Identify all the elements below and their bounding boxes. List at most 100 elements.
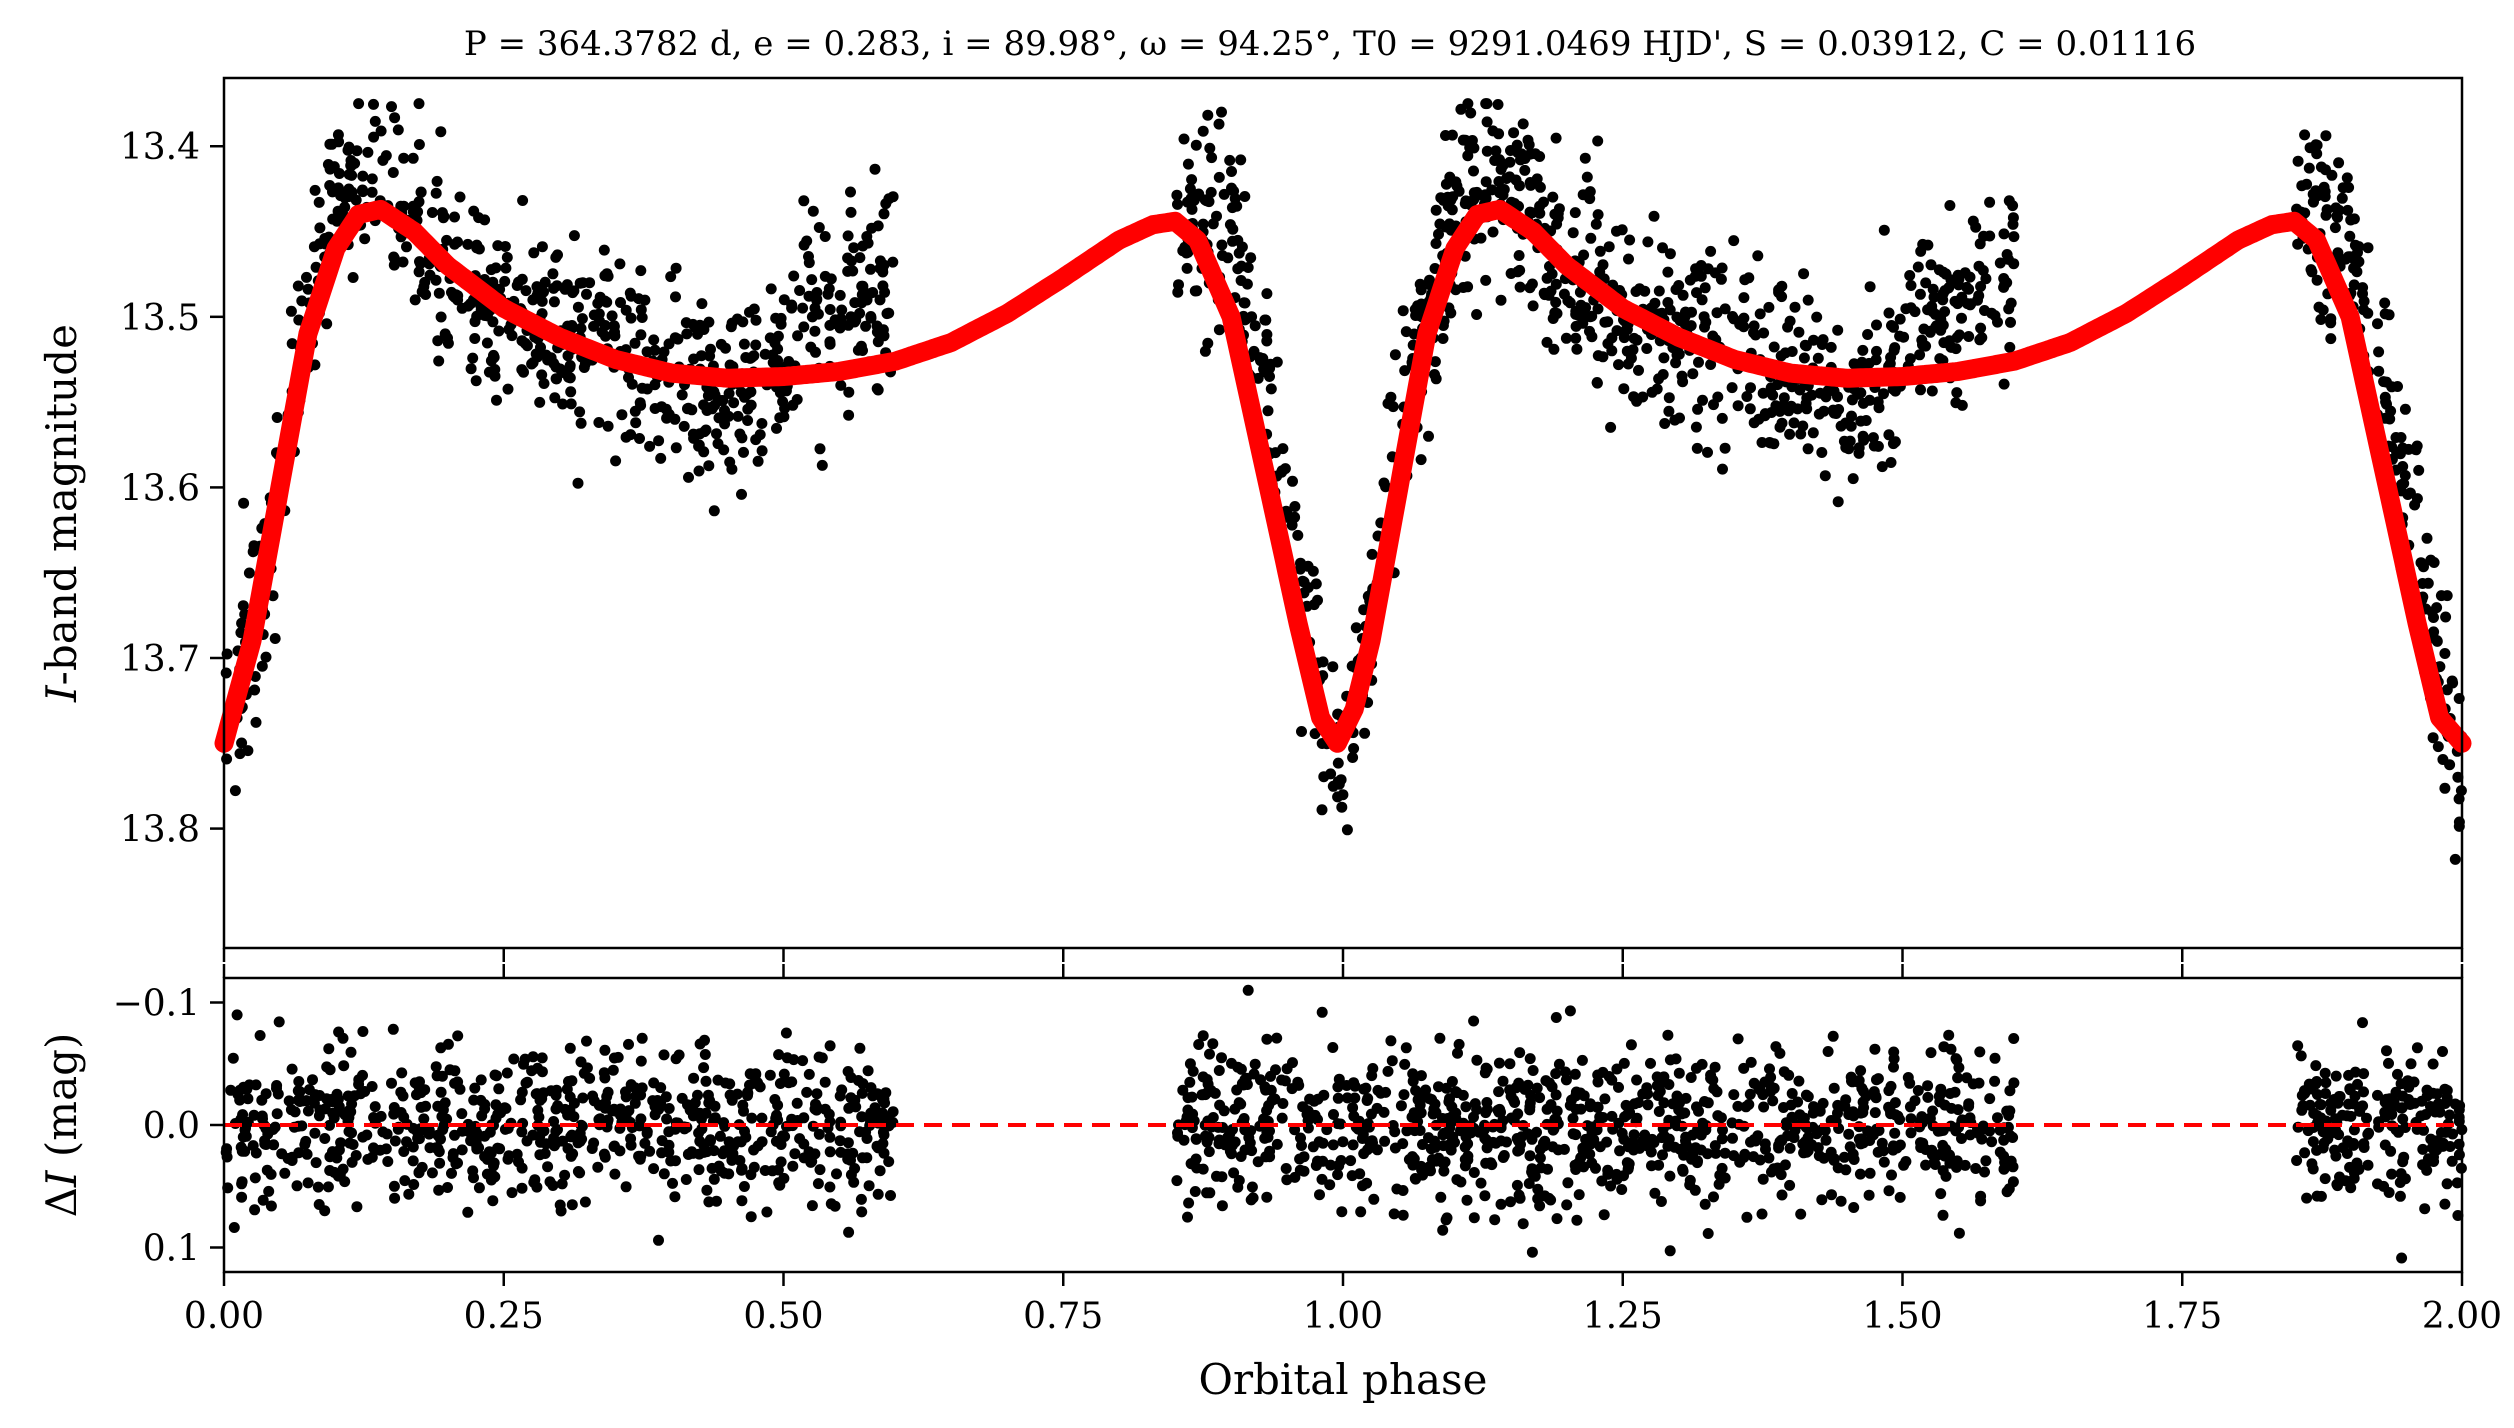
data-point — [2325, 333, 2337, 345]
data-point — [491, 394, 502, 406]
data-point — [454, 191, 466, 203]
residual-point — [874, 1165, 886, 1177]
residual-point — [413, 1166, 425, 1178]
data-point — [1975, 281, 1987, 292]
residual-point — [1867, 1129, 1879, 1141]
residual-point — [1952, 1072, 1964, 1084]
residual-point — [1495, 1198, 1507, 1210]
data-point — [834, 289, 846, 301]
data-point — [835, 317, 847, 329]
residual-point — [883, 1156, 895, 1168]
residual-point — [1848, 1202, 1860, 1213]
x-tick-label: 0.25 — [464, 1296, 544, 1337]
residual-point — [1534, 1092, 1546, 1104]
residual-point — [1440, 1214, 1452, 1226]
residual-point — [1324, 1179, 1336, 1191]
data-point — [1524, 148, 1536, 160]
residual-point — [1426, 1094, 1438, 1105]
data-point — [692, 328, 703, 340]
residual-point — [324, 1064, 336, 1076]
data-point — [881, 308, 893, 320]
residual-point — [663, 1126, 675, 1138]
residual-point — [1271, 1032, 1283, 1044]
residual-point — [366, 1151, 378, 1163]
data-point — [1585, 232, 1597, 244]
bottom-y-axis-label: ΔI (mag) — [37, 1033, 86, 1218]
residual-point — [1792, 1096, 1804, 1108]
data-point — [552, 249, 563, 261]
data-point — [557, 398, 569, 410]
data-point — [877, 280, 889, 292]
residual-point — [2425, 1133, 2437, 1145]
residual-point — [1719, 1147, 1731, 1159]
residual-point — [322, 1181, 334, 1193]
data-point — [1486, 184, 1498, 196]
residual-point — [1571, 1214, 1583, 1226]
residual-point — [411, 1089, 422, 1101]
residual-point — [1573, 1157, 1585, 1169]
data-point — [1953, 329, 1965, 341]
data-point — [435, 311, 447, 323]
data-point — [1795, 428, 1807, 440]
data-point — [2320, 130, 2332, 142]
data-point — [752, 455, 764, 467]
residual-point — [1711, 1086, 1723, 1098]
residual-point — [247, 1140, 259, 1152]
residual-point — [234, 1084, 246, 1096]
data-point — [536, 369, 548, 381]
residual-point — [1992, 1112, 2003, 1124]
data-point — [1514, 264, 1526, 276]
residual-point — [227, 1052, 239, 1064]
data-point — [368, 98, 379, 110]
data-point — [1462, 98, 1474, 110]
residual-point — [1336, 1206, 1348, 1218]
residual-point — [1203, 1131, 1215, 1143]
residual-point — [469, 1082, 481, 1094]
data-point — [869, 163, 881, 175]
residual-point — [1511, 1179, 1523, 1191]
residual-point — [1213, 1134, 1225, 1146]
data-point — [2348, 213, 2360, 225]
residual-point — [534, 1130, 546, 1142]
residual-point — [1876, 1137, 1888, 1149]
residual-point — [836, 1084, 848, 1096]
data-point — [1979, 305, 1990, 316]
data-point — [324, 180, 336, 191]
residual-point — [2452, 1210, 2464, 1221]
residual-point — [307, 1074, 318, 1086]
residual-point — [1398, 1089, 1410, 1101]
data-point — [1562, 295, 1574, 307]
residual-point — [764, 1069, 776, 1081]
residual-point — [231, 1009, 243, 1021]
data-point — [539, 276, 551, 288]
data-point — [670, 262, 682, 274]
residual-point — [1228, 1167, 1240, 1179]
data-point — [578, 362, 590, 373]
data-point — [1378, 477, 1390, 489]
residual-point — [1905, 1127, 1917, 1139]
residual-point — [852, 1075, 864, 1086]
data-point — [2311, 139, 2323, 151]
residual-point — [1497, 1152, 1509, 1163]
residual-point — [1975, 1190, 1987, 1202]
data-point — [765, 283, 777, 295]
residual-point — [1743, 1099, 1755, 1110]
residual-point — [2320, 1077, 2332, 1089]
data-point — [1550, 278, 1562, 290]
data-point — [1541, 336, 1553, 348]
residual-point — [862, 1065, 874, 1077]
data-point — [1298, 576, 1310, 588]
residual-point — [279, 1167, 291, 1179]
residual-point — [1611, 1173, 1623, 1185]
data-point — [1693, 356, 1704, 368]
data-point — [1514, 281, 1526, 293]
residual-point — [2451, 1177, 2463, 1189]
data-point — [413, 139, 425, 150]
data-point — [1335, 774, 1347, 786]
residual-point — [444, 1064, 456, 1076]
data-point — [1662, 266, 1674, 278]
residual-point — [1788, 1132, 1800, 1144]
data-point — [1912, 261, 1924, 273]
data-point — [725, 321, 737, 333]
data-point — [1287, 475, 1298, 487]
